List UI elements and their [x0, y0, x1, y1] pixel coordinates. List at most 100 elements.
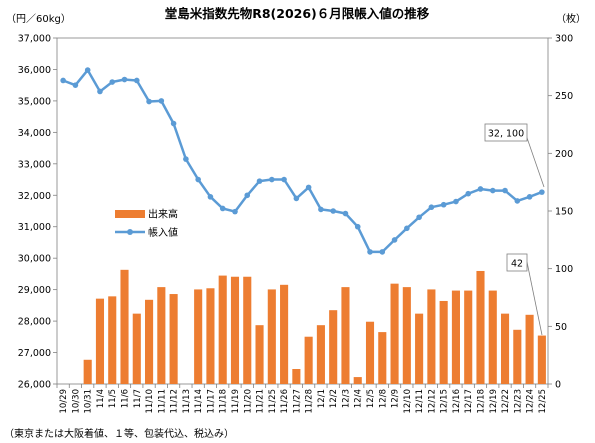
- point-settlement: [539, 189, 545, 195]
- x-axis: 10/29 10/30 10/31 11/4 11/5 11/6 11/7 11/10 11/1…: [56, 384, 549, 414]
- point-settlement: [502, 187, 508, 194]
- x-axis-tick-label: 11/27: [292, 389, 302, 414]
- bar-volume: [464, 290, 473, 384]
- x-axis-tick-label: 12/18: [476, 389, 486, 414]
- x-axis-tick-label: 12/8: [378, 389, 388, 408]
- bar-volume: [230, 276, 240, 384]
- bar-volume: [83, 359, 92, 384]
- point-settlement: [256, 178, 263, 184]
- bar-volume: [537, 335, 546, 384]
- callout-volume-label: 42: [511, 259, 523, 270]
- bar-volume: [255, 325, 264, 384]
- point-settlement: [121, 76, 128, 83]
- x-axis-tick-label: 12/2: [329, 389, 339, 408]
- left-axis-tick-label: 27,000: [18, 348, 51, 359]
- callout-volume: 42: [506, 253, 543, 336]
- bar-volume: [304, 336, 313, 384]
- bar-volume: [329, 310, 338, 384]
- x-axis-tick-label: 12/23: [513, 389, 523, 414]
- right-axis: 0 50 100 150 200 250 300: [548, 34, 573, 391]
- callout-settlement-box: [484, 123, 528, 142]
- point-settlement: [183, 156, 189, 162]
- point-settlement: [514, 198, 521, 204]
- x-axis-tick-label: 10/29: [59, 389, 69, 414]
- x-axis-tick-label: 11/14: [194, 389, 204, 414]
- bar-volume: [488, 290, 497, 384]
- x-axis-tick-label: 12/16: [452, 389, 462, 414]
- bar-volume: [500, 313, 510, 384]
- bar-volume: [145, 299, 154, 384]
- bar-volume: [120, 269, 129, 384]
- point-settlement: [305, 184, 312, 191]
- x-axis-tick-label: 11/6: [121, 389, 131, 408]
- point-settlement: [219, 205, 226, 212]
- x-axis-tick-label: 11/25: [268, 389, 278, 414]
- point-settlement: [195, 176, 201, 183]
- left-axis-tick-label: 31,000: [18, 222, 51, 233]
- point-settlement: [293, 195, 300, 202]
- point-settlement: [354, 223, 361, 230]
- legend-label-volume: 出来高: [148, 208, 178, 221]
- right-axis-tick-label: 250: [555, 91, 573, 102]
- x-axis-tick-label: 11/17: [206, 389, 216, 414]
- x-axis-tick-label: 12/24: [526, 389, 536, 414]
- bar-volume: [194, 289, 203, 384]
- x-axis-tick-label: 12/25: [538, 389, 548, 414]
- point-settlement: [84, 67, 91, 73]
- x-axis-tick-label: 10/30: [71, 389, 81, 414]
- point-settlement: [72, 82, 79, 88]
- x-axis-tick-label: 12/9: [391, 389, 401, 408]
- legend-marker-settlement: [127, 229, 133, 235]
- left-axis-unit: （円／60kg）: [6, 13, 71, 25]
- left-axis-tick-label: 26,000: [18, 380, 51, 391]
- x-axis-tick-label: 12/10: [403, 389, 413, 414]
- x-axis-tick-label: 11/10: [145, 389, 155, 414]
- bar-volume: [341, 287, 350, 384]
- line-series-settlement: [60, 67, 545, 255]
- bar-volume: [132, 313, 141, 384]
- bar-volume: [427, 289, 436, 384]
- legend-box: [108, 203, 188, 241]
- bar-volume: [439, 300, 448, 384]
- legend: 出来高 帳入値: [108, 203, 188, 241]
- x-axis-tick-label: 12/15: [440, 389, 450, 414]
- bar-volume: [267, 289, 276, 384]
- right-axis-tick-label: 150: [555, 207, 573, 218]
- x-axis-tick-label: 11/11: [157, 389, 167, 414]
- right-axis-unit: （枚）: [556, 12, 586, 25]
- right-axis-tick-label: 300: [555, 34, 573, 45]
- point-settlement: [158, 98, 165, 104]
- bar-volume: [292, 369, 301, 384]
- x-axis-tick-label: 11/19: [231, 389, 241, 414]
- point-settlement: [526, 194, 533, 200]
- x-axis-tick-label: 12/22: [501, 389, 511, 414]
- point-settlement: [404, 225, 410, 232]
- bar-volume: [218, 275, 227, 384]
- point-settlement: [170, 120, 177, 127]
- point-settlement: [146, 98, 152, 105]
- right-axis-tick-label: 200: [555, 149, 573, 160]
- bar-volume: [390, 283, 399, 384]
- point-settlement: [281, 176, 287, 183]
- left-axis-tick-label: 36,000: [18, 65, 51, 76]
- bar-volume: [157, 287, 166, 384]
- bar-volume: [513, 329, 522, 384]
- point-settlement: [489, 187, 496, 194]
- x-axis-tick-label: 11/28: [305, 389, 315, 414]
- x-axis-tick-label: 11/20: [243, 389, 253, 414]
- point-settlement: [465, 190, 472, 197]
- x-axis-tick-label: 12/3: [341, 389, 351, 408]
- point-settlement: [133, 77, 140, 84]
- point-settlement: [440, 201, 447, 208]
- bar-volume: [402, 287, 411, 384]
- x-axis-tick-label: 11/12: [170, 389, 180, 414]
- x-axis-tick-label: 11/4: [96, 389, 106, 408]
- bar-volume: [169, 294, 178, 384]
- bar-series-volume: [83, 269, 546, 384]
- x-axis-tick-label: 12/4: [354, 389, 364, 408]
- bar-volume: [243, 276, 252, 384]
- point-settlement: [244, 192, 251, 199]
- point-settlement: [269, 176, 275, 183]
- point-settlement: [330, 208, 336, 214]
